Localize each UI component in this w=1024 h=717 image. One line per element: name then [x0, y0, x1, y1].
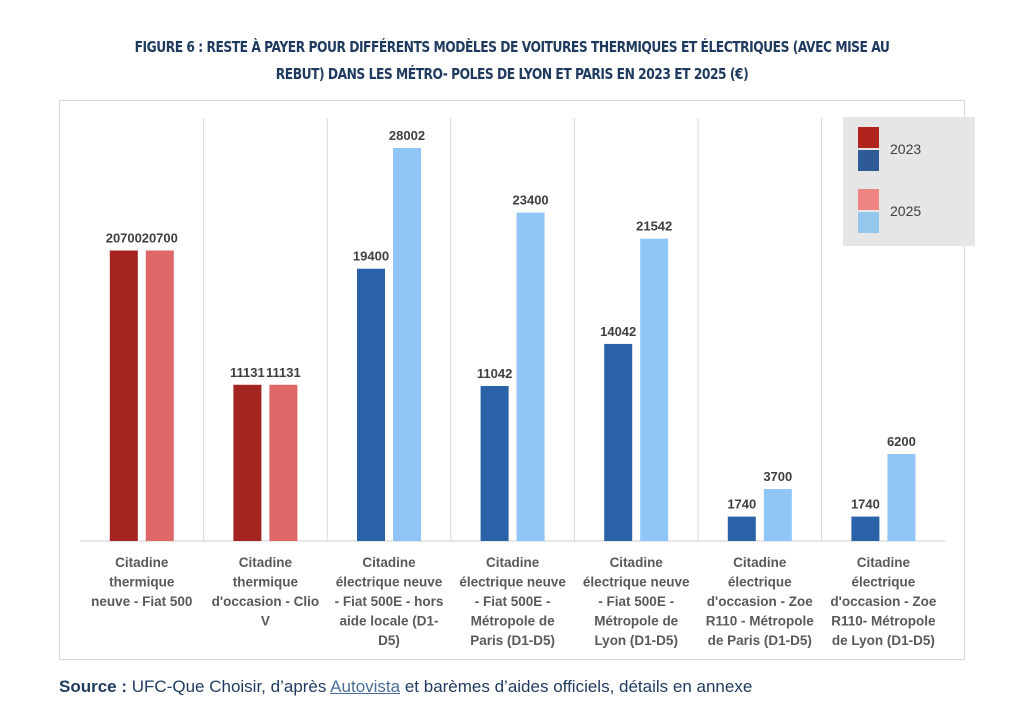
chart-title: FIGURE 6 : RESTE À PAYER POUR DIFFÉRENTS…	[134, 38, 890, 83]
data-label: 19400	[353, 249, 389, 264]
source-text-after: et barèmes d’aides officiels, détails en…	[400, 677, 753, 696]
bar-2025-3	[516, 212, 545, 541]
category-label: Citadine électrique neuve - Fiat 500E - ho…	[335, 555, 444, 648]
data-label: 20700	[142, 230, 178, 245]
data-label: 20700	[106, 230, 142, 245]
bar-2025-2	[393, 148, 421, 541]
bar-2025-5	[763, 489, 792, 541]
legend: 2023 2025	[843, 117, 975, 246]
category-label: Citadine thermique d'occasion - Clio V	[212, 555, 319, 629]
legend-swatch	[858, 150, 879, 171]
legend-swatch	[858, 127, 879, 148]
legend-swatch	[858, 212, 879, 233]
data-label: 3700	[763, 469, 792, 484]
data-label: 6200	[887, 434, 916, 449]
data-label: 21542	[636, 219, 672, 234]
bar-2025-0	[145, 250, 174, 542]
legend-swatch	[858, 189, 879, 210]
source-text: UFC-Que Choisir, d’après	[131, 677, 331, 696]
data-label: 11131	[230, 365, 265, 380]
bar-2025-6	[887, 453, 916, 541]
bar-2023-5	[727, 516, 756, 541]
bar-2023-3	[480, 386, 509, 541]
bar-2023-0	[109, 250, 138, 542]
bar-2023-1	[233, 384, 262, 541]
chart-frame	[59, 100, 965, 660]
bar-2023-4	[604, 343, 633, 541]
data-label: 11042	[477, 366, 512, 381]
data-label: 23400	[513, 193, 549, 208]
bar-2025-1	[269, 384, 298, 541]
category-label: Citadine thermique neuve - Fiat 500	[91, 555, 192, 609]
data-label: 14042	[600, 324, 636, 339]
source-note: Source : UFC-Que Choisir, d’après Autovi…	[59, 677, 752, 697]
category-label: Citadine électrique neuve - Fiat 500E -Mét…	[459, 555, 566, 648]
bar-2023-6	[851, 516, 880, 541]
source-label: Source :	[59, 677, 128, 696]
data-label: 28002	[389, 128, 425, 143]
data-label: 1740	[727, 497, 756, 512]
legend-label-2025: 2025	[890, 203, 921, 219]
autovista-link[interactable]: Autovista	[330, 677, 401, 696]
data-label: 11131	[266, 365, 301, 380]
legend-label-2023: 2023	[890, 141, 921, 157]
data-label: 1740	[851, 497, 880, 512]
category-label: Citadine électrique d'occasion - Zoe R110 -…	[706, 555, 815, 648]
category-label: Citadine électrique neuve - Fiat 500E -Mét…	[583, 555, 690, 648]
bar-2025-4	[640, 238, 669, 541]
bar-2023-2	[357, 268, 385, 541]
category-label: Citadine électrique d'occasion - Zoe R110- …	[830, 555, 936, 648]
